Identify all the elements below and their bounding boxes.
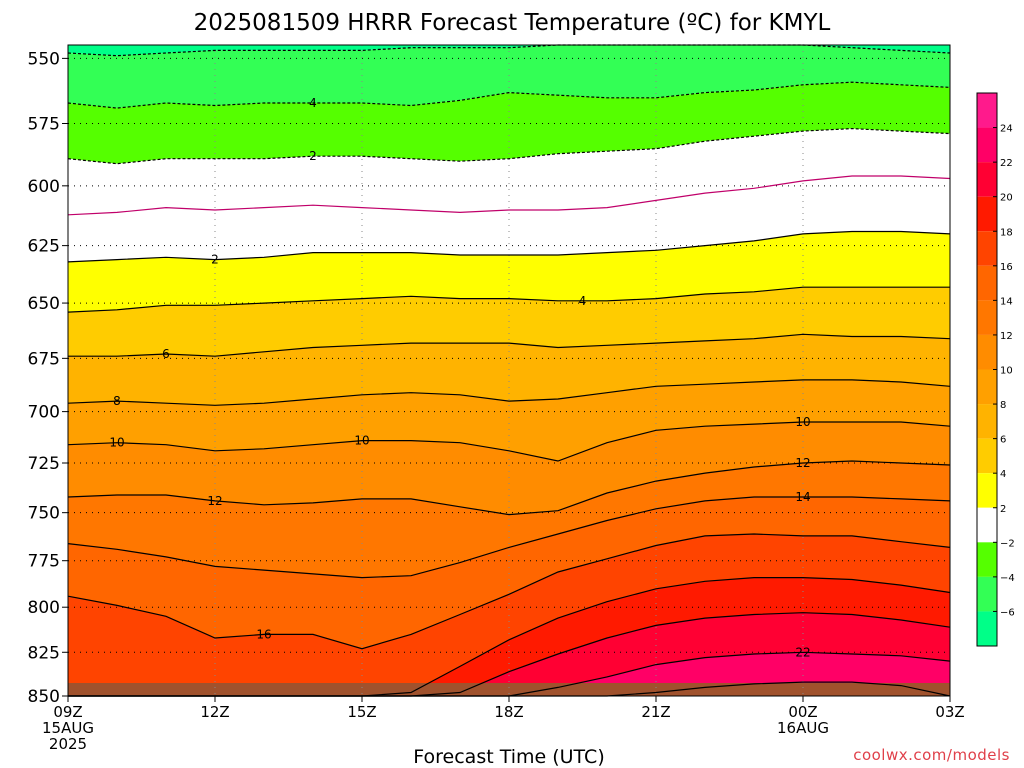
- temperature-band: [68, 45, 950, 56]
- dotted-grid: [68, 45, 950, 696]
- x-tick-label: 21Z: [641, 703, 670, 721]
- y-tick-label: 625: [28, 237, 60, 257]
- contour-label: 4: [579, 294, 587, 308]
- colorbar-swatch: [977, 576, 997, 612]
- colorbar-swatch: [977, 300, 997, 335]
- chart-title: 2025081509 HRRR Forecast Temperature (ºC…: [194, 10, 831, 36]
- colorbar-swatch: [977, 162, 997, 197]
- x-tick-label: 03Z: [935, 703, 964, 721]
- contour-label: 10: [354, 434, 369, 448]
- colorbar-swatch: [977, 369, 997, 405]
- contour-label: 4: [309, 96, 317, 110]
- contour-label: 22: [795, 645, 810, 659]
- isotherm-4: [67, 286, 950, 313]
- x-tick-label: 15Z: [347, 703, 376, 721]
- colorbar-swatch: [977, 93, 997, 128]
- ground-strip: [68, 683, 950, 696]
- contour-label: 10: [795, 415, 810, 429]
- y-tick-label: 800: [28, 598, 60, 618]
- y-tick-label: 825: [28, 643, 60, 663]
- colorbar-swatch: [977, 127, 997, 163]
- contour-label: 8: [113, 394, 121, 408]
- y-tick-label: 750: [28, 504, 60, 524]
- y-tick-label: 600: [28, 177, 60, 197]
- temperature-band: [68, 612, 950, 696]
- colorbar-swatch: [977, 438, 997, 474]
- colorbar-tick-label: 24: [1000, 124, 1013, 135]
- contour-label: 12: [207, 494, 222, 508]
- isotherm-10: [67, 421, 951, 462]
- colorbar-tick-label: 2: [1000, 504, 1006, 515]
- colorbar-tick-label: −6: [1000, 607, 1015, 618]
- y-tick-label: 550: [28, 49, 60, 69]
- contour-label: 10: [109, 436, 124, 450]
- colorbar-tick-label: 18: [1000, 227, 1013, 238]
- colorbar-swatch: [977, 542, 997, 577]
- colorbar-tick-label: 14: [1000, 296, 1013, 307]
- colorbar-swatch: [977, 404, 997, 439]
- isotherm-6: [68, 333, 951, 357]
- y-tick-label: 725: [28, 454, 60, 474]
- y-tick-label: 650: [28, 294, 60, 314]
- colorbar-tick-label: −2: [1000, 538, 1015, 549]
- colorbar-tick-label: 16: [1000, 262, 1013, 273]
- isotherm--4: [67, 81, 951, 109]
- colorbar-swatch: [977, 473, 997, 508]
- temperature-band: [68, 231, 950, 313]
- contour-label: 6: [162, 347, 170, 361]
- temperature-band: [68, 82, 950, 164]
- isotherm-12: [67, 460, 951, 516]
- colorbar-swatch: [977, 611, 997, 646]
- y-tick-label: 575: [28, 114, 60, 134]
- temperature-band: [68, 176, 950, 262]
- temperature-band: [68, 577, 950, 696]
- contour-label: 2: [309, 149, 317, 163]
- credit-link[interactable]: coolwx.com/models: [853, 746, 1010, 764]
- contour-label: 12: [795, 456, 810, 470]
- y-tick-label: 775: [28, 552, 60, 572]
- contour-label: 16: [256, 627, 271, 641]
- x-tick-label: 00Z 16AUG: [777, 703, 829, 737]
- x-axis: 09Z 15AUG 2025 12Z 15Z 18Z 21Z 00Z 16AUG 03Z: [42, 696, 965, 753]
- colorbar-tick-label: 22: [1000, 158, 1013, 169]
- contour-label: 14: [795, 490, 810, 504]
- colorbar-tick-label: 4: [1000, 469, 1006, 480]
- isotherm--2: [67, 127, 951, 165]
- colorbar-tick-label: 6: [1000, 435, 1006, 446]
- contour-label: 2: [211, 253, 219, 267]
- isotherm-2: [67, 230, 951, 263]
- y-tick-label: 700: [28, 403, 60, 423]
- x-tick-label: 12Z: [200, 703, 229, 721]
- x-tick-label: 18Z: [494, 703, 523, 721]
- x-tick-label: 09Z 15AUG 2025: [42, 703, 94, 753]
- isotherm-14: [67, 496, 951, 579]
- colorbar-tick-label: 20: [1000, 193, 1013, 204]
- y-tick-label: 675: [28, 349, 60, 369]
- colorbar-swatch: [977, 507, 997, 543]
- colorbar: 24 22 20 18 16 14 12 10 8 6 4 2 −2 −4 −6: [976, 92, 1015, 647]
- colorbar-swatch: [977, 334, 997, 370]
- x-axis-label: Forecast Time (UTC): [413, 746, 604, 768]
- isotherm-8: [67, 379, 951, 406]
- colorbar-swatch: [977, 265, 997, 301]
- colorbar-tick-label: −4: [1000, 573, 1015, 584]
- colorbar-tick-label: 8: [1000, 400, 1006, 411]
- y-axis: 550 575 600 625 650 675 700 725 750 775 800 825 850: [28, 49, 68, 707]
- isotherm-16: [67, 533, 951, 650]
- temperature-fill-layer: [68, 45, 950, 696]
- colorbar-swatch: [977, 196, 997, 232]
- colorbar-swatch: [977, 231, 997, 266]
- colorbar-tick-label: 10: [1000, 366, 1013, 377]
- colorbar-tick-label: 12: [1000, 331, 1013, 342]
- y-tick-label: 850: [28, 687, 60, 707]
- ground-layer: [68, 683, 950, 696]
- temperature-band: [68, 422, 950, 515]
- temperature-band: [68, 45, 950, 109]
- temperature-band: [68, 379, 950, 461]
- isotherm-0: [67, 175, 951, 216]
- contour-layer: [67, 44, 951, 697]
